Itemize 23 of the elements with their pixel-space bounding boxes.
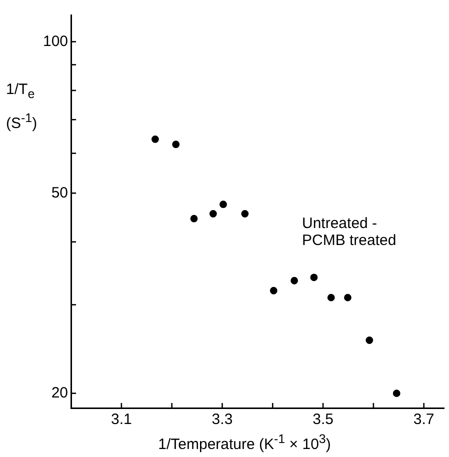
y-tick-label: 50	[51, 184, 68, 202]
annotation: Untreated - PCMB treated	[302, 215, 396, 249]
point	[392, 390, 400, 398]
point	[270, 286, 278, 294]
point	[344, 294, 352, 302]
point	[152, 136, 159, 143]
point	[310, 274, 318, 282]
point	[241, 210, 249, 218]
point	[290, 276, 298, 284]
x-tick-label: 3.7	[413, 411, 434, 428]
x-tick-label: 3.5	[312, 411, 334, 428]
x-tick-label: 3.3	[212, 411, 233, 428]
y-tick-label: 100	[42, 32, 68, 50]
point	[209, 210, 217, 218]
point	[366, 336, 374, 344]
x-axis-title: 1/Temperature (K$^{-1}$ × 10$^{3}$)	[157, 432, 332, 453]
point	[172, 140, 180, 148]
x-tick-label: 3.1	[111, 411, 132, 428]
text: 1/T$_{e}$ (S$^{-1}$)	[6, 81, 38, 132]
point	[220, 200, 227, 208]
y-tick-label: 20	[51, 384, 68, 402]
point	[327, 294, 335, 302]
point	[190, 214, 198, 222]
